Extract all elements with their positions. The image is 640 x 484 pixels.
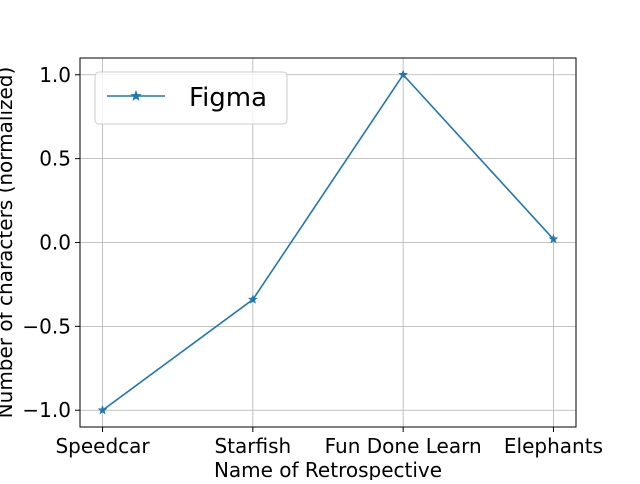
x-tick-label: Starfish bbox=[214, 434, 291, 458]
x-tick-label: Elephants bbox=[504, 434, 603, 458]
y-tick-label: 0.5 bbox=[39, 147, 71, 171]
legend-label-figma: Figma bbox=[189, 83, 267, 113]
legend-marker-star bbox=[130, 89, 142, 101]
y-tick-label: −1.0 bbox=[22, 398, 71, 422]
data-point-star bbox=[97, 404, 108, 415]
y-tick-label: −0.5 bbox=[22, 314, 71, 338]
legend: Figma bbox=[94, 71, 288, 125]
y-axis-label: Number of characters (normalized) bbox=[0, 67, 17, 419]
series-layer bbox=[97, 69, 559, 415]
y-tick-label: 1.0 bbox=[39, 63, 71, 87]
x-axis-label: Name of Retrospective bbox=[214, 458, 442, 480]
legend-box bbox=[94, 71, 288, 125]
x-tick-label: Speedcar bbox=[55, 434, 150, 458]
y-tick-label: 0.0 bbox=[39, 231, 71, 255]
data-point-star bbox=[247, 294, 258, 304]
tick-layer: Speedcar Starfish Fun Done Learn Elephants −… bbox=[22, 63, 603, 458]
data-point-star bbox=[398, 69, 409, 80]
data-point-star bbox=[548, 233, 559, 244]
series-line-figma bbox=[102, 73, 555, 411]
x-tick-label: Fun Done Learn bbox=[325, 434, 482, 458]
